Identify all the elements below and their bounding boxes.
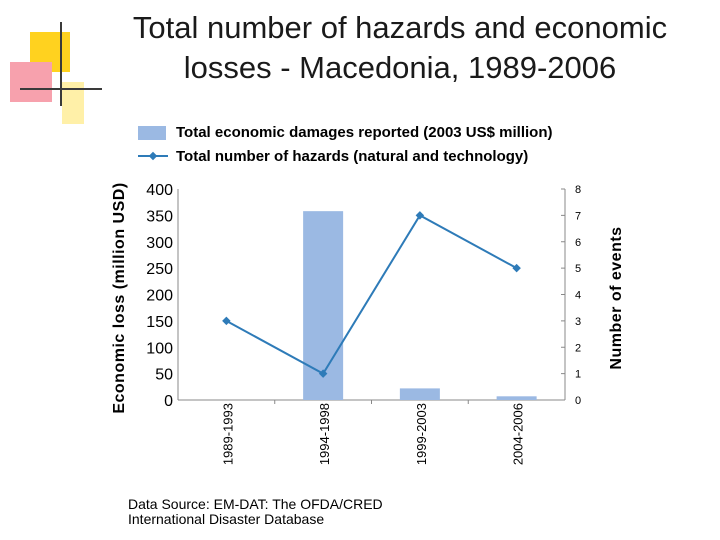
slide-title: Total number of hazards and economic los… (90, 8, 710, 88)
legend-bar-swatch (138, 126, 166, 140)
y-tick-right-label: 8 (575, 184, 581, 196)
y-tick-left-label: 250 (146, 261, 173, 278)
y-tick-right-label: 7 (575, 210, 581, 222)
data-source-line1: Data Source: EM-DAT: The OFDA/CRED (128, 496, 383, 512)
legend-label-damages: Total economic damages reported (2003 US… (176, 124, 553, 141)
y-axis-right-label: Number of events (608, 226, 625, 369)
y-tick-right-label: 2 (575, 342, 581, 354)
decor-vertical-rule (60, 22, 62, 106)
y-tick-left-label: 50 (155, 367, 173, 384)
bar (399, 388, 440, 400)
y-tick-left-label: 400 (146, 182, 173, 199)
data-source-line2: International Disaster Database (128, 511, 325, 527)
series-line-hazards (225, 214, 518, 375)
y-tick-left-label: 300 (146, 235, 173, 252)
y-tick-left-label: 200 (146, 288, 173, 305)
line-point (415, 211, 425, 220)
x-tick-label: 1999-2003 (414, 403, 429, 465)
decor-yellow-light-block (62, 82, 84, 124)
y-tick-right-label: 5 (575, 263, 581, 275)
line-point (222, 316, 231, 326)
y-tick-right-label: 1 (575, 369, 581, 381)
decor-horizontal-rule (20, 88, 102, 90)
slide-title-line2: losses - Macedonia, 1989-2006 (183, 50, 617, 85)
y-tick-right-label: 3 (575, 316, 581, 328)
decor-pink-block (10, 62, 52, 102)
slide-title-line1: Total number of hazards and economic (132, 10, 668, 45)
legend-label-hazards: Total number of hazards (natural and tec… (176, 148, 529, 165)
y-tick-right-label: 6 (575, 237, 581, 249)
y-tick-left-label: 100 (146, 340, 173, 357)
x-tick-label: 2004-2006 (511, 403, 526, 465)
bar (496, 396, 537, 400)
y-tick-right-label: 0 (575, 395, 581, 407)
bar (303, 211, 344, 400)
line-point (512, 263, 521, 273)
line-point (318, 369, 328, 378)
y-tick-left-label: 0 (164, 393, 173, 410)
data-source-note: Data Source: EM-DAT: The OFDA/CRED Inter… (128, 497, 383, 527)
x-tick-label: 1994-1998 (317, 403, 332, 465)
y-axis-left-label: Economic loss (million USD) (111, 182, 128, 413)
y-tick-left-label: 350 (146, 208, 173, 225)
y-tick-right-label: 4 (575, 290, 581, 302)
x-tick-label: 1989-1993 (220, 403, 235, 465)
y-tick-left-label: 150 (146, 314, 173, 331)
